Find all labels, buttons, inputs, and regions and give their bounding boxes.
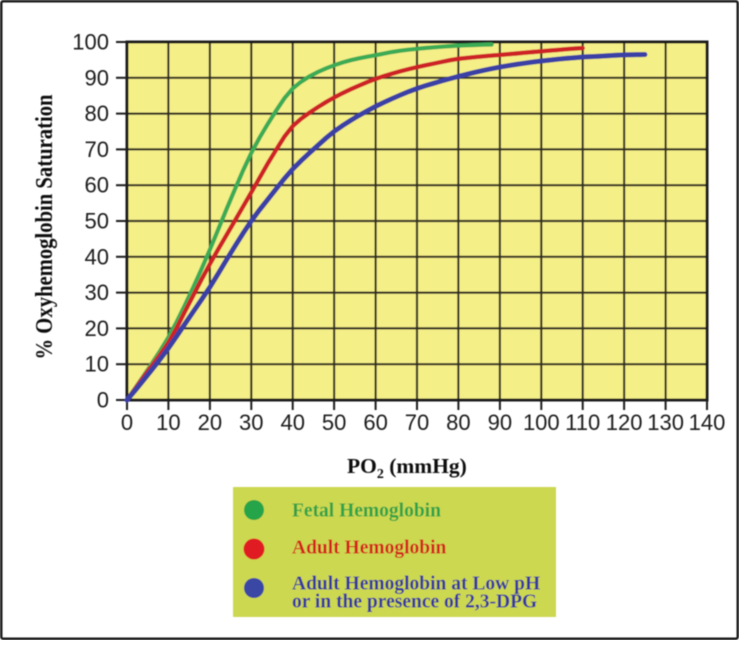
svg-text:50: 50 (85, 209, 109, 234)
svg-text:PO2 (mmHg): PO2 (mmHg) (347, 454, 467, 482)
svg-text:30: 30 (85, 280, 109, 305)
svg-text:80: 80 (85, 101, 109, 126)
svg-text:% Oxyhemoglobin Saturation: % Oxyhemoglobin Saturation (32, 95, 58, 360)
svg-text:0: 0 (121, 410, 133, 435)
svg-text:Adult Hemoglobin: Adult Hemoglobin (292, 538, 447, 559)
svg-text:10: 10 (85, 352, 109, 377)
svg-text:0: 0 (97, 388, 109, 413)
svg-text:110: 110 (565, 410, 600, 435)
svg-text:20: 20 (85, 316, 109, 341)
svg-text:100: 100 (523, 410, 560, 435)
svg-text:120: 120 (606, 410, 643, 435)
svg-text:100: 100 (72, 30, 109, 55)
svg-text:70: 70 (85, 137, 109, 162)
svg-text:90: 90 (488, 410, 512, 435)
svg-text:50: 50 (322, 410, 346, 435)
svg-text:90: 90 (85, 65, 109, 90)
svg-text:60: 60 (85, 173, 109, 198)
svg-text:140: 140 (689, 410, 726, 435)
svg-text:Adult Hemoglobin at Low pH: Adult Hemoglobin at Low pH (292, 574, 540, 595)
svg-text:40: 40 (280, 410, 304, 435)
svg-text:130: 130 (647, 410, 684, 435)
svg-text:30: 30 (239, 410, 263, 435)
svg-text:80: 80 (446, 410, 470, 435)
svg-text:40: 40 (85, 244, 109, 269)
svg-text:or in the presence of 2,3-DPG: or in the presence of 2,3-DPG (292, 592, 537, 613)
svg-text:20: 20 (198, 410, 222, 435)
svg-text:10: 10 (156, 410, 180, 435)
svg-text:Fetal Hemoglobin: Fetal Hemoglobin (292, 501, 441, 522)
svg-text:60: 60 (363, 410, 387, 435)
svg-text:70: 70 (405, 410, 429, 435)
